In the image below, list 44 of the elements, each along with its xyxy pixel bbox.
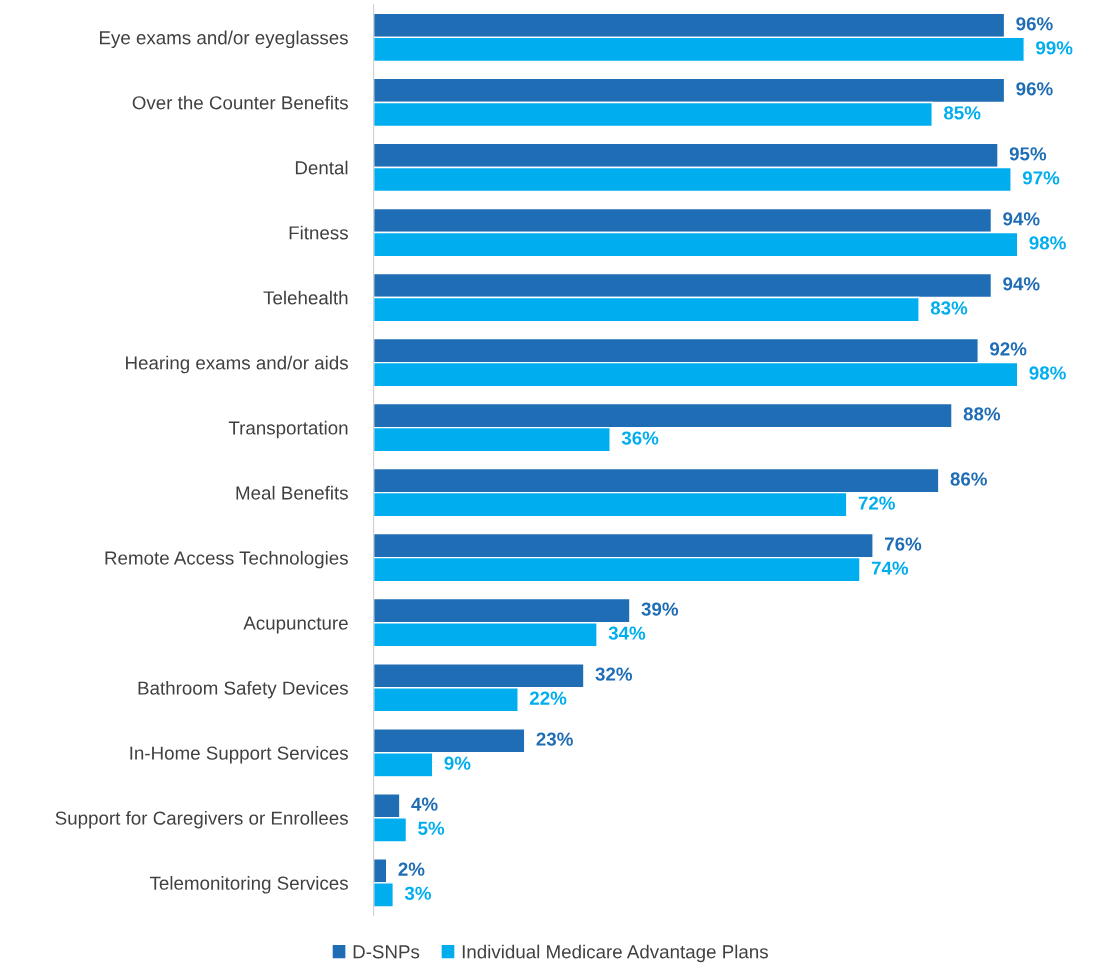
data-label: 4% xyxy=(411,797,438,811)
data-label: 99% xyxy=(1036,41,1073,55)
y-tick-label: Telemonitoring Services xyxy=(149,876,348,894)
data-label: 94% xyxy=(1003,212,1040,226)
data-label: 9% xyxy=(444,756,471,770)
data-label: 88% xyxy=(963,407,1001,421)
y-tick-label: Dental xyxy=(295,160,348,175)
y-tick-label: In-Home Support Services xyxy=(130,745,348,764)
legend-label: Individual Medicare Advantage Plans xyxy=(462,944,768,963)
data-label: 96% xyxy=(1016,17,1053,31)
data-label: 76% xyxy=(885,537,922,551)
y-tick-label: Meal Benefits xyxy=(236,485,348,500)
data-label: 36% xyxy=(621,431,659,445)
y-tick-label: Acupuncture xyxy=(243,616,348,634)
y-tick-label: Over the Counter Benefits xyxy=(132,95,348,110)
y-tick-label: Fitness xyxy=(289,225,348,240)
data-label: 22% xyxy=(529,691,567,705)
legend-label: D-SNPs xyxy=(353,945,420,959)
data-label: 98% xyxy=(1029,366,1066,380)
y-tick-label: Hearing exams and/or aids xyxy=(126,355,348,374)
data-label: 72% xyxy=(858,496,895,510)
data-label: 32% xyxy=(595,667,633,681)
y-tick-label: Remote Access Technologies xyxy=(105,550,348,569)
data-label: 23% xyxy=(536,732,573,746)
data-label: 97% xyxy=(1022,171,1060,185)
data-label: 3% xyxy=(404,886,432,900)
data-label: 94% xyxy=(1003,277,1040,291)
y-tick-label: Eye exams and/or eyeglasses xyxy=(100,30,348,49)
data-label: 5% xyxy=(418,821,445,835)
data-label: 34% xyxy=(608,626,646,640)
data-label: 92% xyxy=(990,342,1027,356)
data-label: 95% xyxy=(1009,147,1047,161)
data-label: 74% xyxy=(871,561,909,575)
data-label: 83% xyxy=(930,301,968,315)
data-label: 96% xyxy=(1016,82,1053,96)
data-label: 86% xyxy=(950,472,987,486)
data-label: 98% xyxy=(1029,236,1066,250)
data-label: 85% xyxy=(943,106,981,120)
y-tick-label: Support for Caregivers or Enrollees xyxy=(55,811,348,829)
y-tick-label: Transportation xyxy=(228,420,348,439)
y-tick-label: Telehealth xyxy=(263,290,348,305)
data-label: 39% xyxy=(641,602,679,616)
data-label: 2% xyxy=(398,862,425,876)
y-tick-label: Bathroom Safety Devices xyxy=(138,680,348,699)
